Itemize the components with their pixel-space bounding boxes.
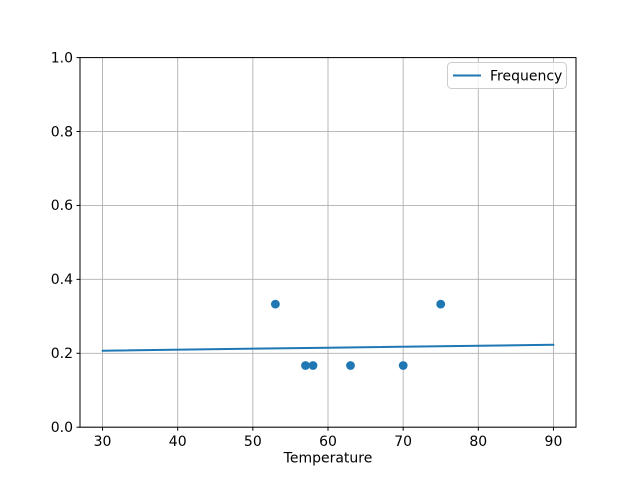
y-tick-label: 0.4 <box>51 272 73 288</box>
legend-label: Frequency <box>490 69 562 85</box>
x-tick-label: 80 <box>469 434 487 450</box>
legend-box <box>447 62 567 89</box>
scatter-point <box>308 361 318 370</box>
scatter-point <box>436 299 446 309</box>
scatter-point <box>346 361 355 370</box>
y-tick-label: 0.0 <box>51 420 73 436</box>
scatter-point <box>398 361 408 370</box>
x-tick-label: 30 <box>94 434 112 450</box>
x-tick-label: 70 <box>394 434 412 450</box>
y-tick-label: 1.0 <box>51 50 73 66</box>
frequency-line <box>101 343 555 352</box>
x-tick-label: 60 <box>319 434 337 450</box>
x-axis-label: Temperature <box>283 451 373 467</box>
scatter-point <box>271 299 280 309</box>
x-tick-label: 90 <box>545 434 563 450</box>
scatter-point <box>301 361 310 370</box>
legend: Frequency <box>447 62 567 89</box>
x-tick-label: 50 <box>244 434 262 450</box>
data-series <box>101 299 555 370</box>
x-tick-label: 40 <box>169 434 187 450</box>
y-tick-label: 0.8 <box>51 124 73 140</box>
y-tick-label: 0.6 <box>51 198 73 214</box>
axes-box <box>79 57 577 428</box>
tick-labels: 30 40 50 60 70 80 90 0.0 0.2 0.4 0.6 0.8 1.0 <box>51 50 563 450</box>
axis-ticks <box>76 57 554 431</box>
y-tick-label: 0.2 <box>51 346 73 362</box>
